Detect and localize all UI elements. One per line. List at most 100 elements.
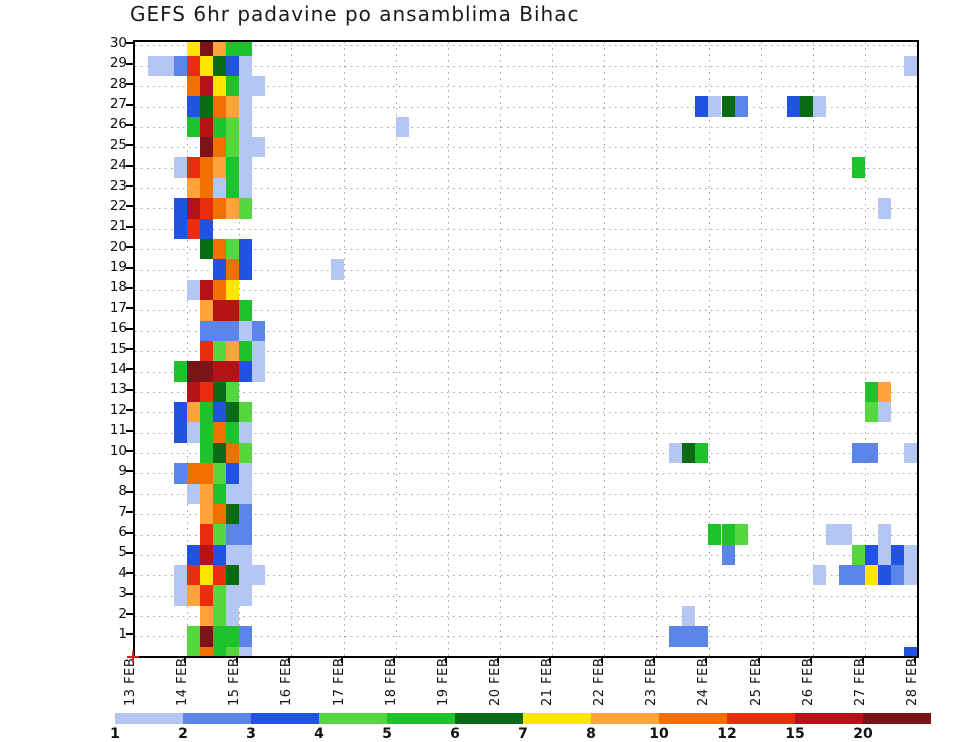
heatmap-cell [187, 198, 201, 219]
y-axis-label: 25 [109, 136, 127, 153]
heatmap-cell [903, 565, 917, 586]
grid-line-h [135, 167, 917, 169]
heatmap-cell [864, 565, 878, 586]
heatmap-cell [200, 361, 214, 382]
heatmap-cell [838, 524, 852, 545]
heatmap-cell [669, 442, 683, 464]
heatmap-cell [200, 55, 214, 76]
y-axis-tick [126, 103, 133, 106]
heatmap-cell [226, 381, 240, 403]
heatmap-cell [669, 626, 683, 647]
heatmap-cell [239, 42, 253, 56]
heatmap-cell [226, 605, 240, 627]
grid-line-h [135, 106, 917, 108]
heatmap-cell [864, 402, 878, 423]
x-axis-label: 26 FEB [800, 657, 816, 706]
y-axis-label: 27 [109, 96, 127, 113]
y-axis-label: 21 [109, 218, 127, 235]
heatmap-cell [226, 55, 240, 76]
heatmap-cell [721, 544, 735, 566]
grid-line-v [395, 42, 397, 656]
heatmap-cell [213, 96, 227, 117]
heatmap-cell [174, 585, 188, 606]
heatmap-cell [200, 442, 214, 464]
heatmap-cell [226, 503, 240, 525]
grid-line-v [656, 42, 658, 656]
heatmap-cell [239, 503, 253, 525]
heatmap-cell [174, 565, 188, 586]
heatmap-cell [734, 524, 748, 545]
heatmap-cell [200, 483, 214, 504]
heatmap-cell [200, 279, 214, 301]
heatmap-cell [851, 157, 865, 178]
heatmap-cell [200, 626, 214, 647]
heatmap-cell [395, 116, 409, 138]
y-axis-tick [126, 286, 133, 289]
heatmap-cell [213, 463, 227, 484]
y-axis-tick [126, 613, 133, 616]
heatmap-cell [200, 300, 214, 321]
heatmap-cell [239, 55, 253, 76]
heatmap-cell [187, 361, 201, 382]
heatmap-cell [695, 96, 709, 117]
y-axis-label: 1 [118, 625, 127, 642]
heatmap-cell [187, 463, 201, 484]
heatmap-cell [226, 300, 240, 321]
heatmap-cell [682, 442, 696, 464]
grid-line-h [135, 86, 917, 88]
heatmap-cell [213, 300, 227, 321]
grid-line-v [604, 42, 606, 656]
y-axis-tick [126, 266, 133, 269]
heatmap-cell [213, 259, 227, 280]
plot-area [133, 40, 919, 658]
y-axis-label: 14 [109, 360, 127, 377]
colorbar-segment [455, 713, 523, 724]
x-axis-label: 16 FEB [279, 657, 295, 706]
colorbar [115, 713, 931, 724]
heatmap-cell [838, 565, 852, 586]
heatmap-cell [213, 626, 227, 647]
heatmap-cell [226, 483, 240, 504]
heatmap-cell [213, 198, 227, 219]
colorbar-segment [659, 713, 727, 724]
grid-line-v [291, 42, 293, 656]
y-axis-tick [126, 450, 133, 452]
y-axis-label: 13 [109, 381, 127, 398]
heatmap-cell [174, 463, 188, 484]
grid-line-h [135, 65, 917, 67]
heatmap-cell [187, 626, 201, 647]
heatmap-cell [213, 524, 227, 545]
grid-line-h [135, 534, 917, 536]
y-axis-tick [126, 185, 133, 188]
heatmap-cell [226, 96, 240, 117]
x-axis-label: 23 FEB [644, 657, 660, 706]
x-axis-label: 19 FEB [435, 657, 451, 706]
heatmap-cell [187, 42, 201, 56]
heatmap-cell [226, 361, 240, 382]
heatmap-cell [812, 565, 826, 586]
heatmap-cell [200, 239, 214, 260]
y-axis-label: 15 [109, 340, 127, 357]
heatmap-cell [213, 442, 227, 464]
y-axis-tick [126, 490, 133, 493]
heatmap-cell [851, 544, 865, 566]
heatmap-cell [200, 177, 214, 199]
heatmap-cell [200, 96, 214, 117]
heatmap-cell [148, 55, 162, 76]
heatmap-cell [851, 565, 865, 586]
heatmap-cell [174, 55, 188, 76]
grid-line-h [135, 249, 917, 251]
heatmap-cell [226, 75, 240, 97]
heatmap-cell [174, 218, 188, 239]
y-axis-label: 6 [118, 524, 127, 541]
y-axis-tick [126, 225, 133, 228]
heatmap-cell [239, 137, 253, 158]
grid-line-h [135, 493, 917, 495]
grid-line-v [708, 42, 710, 656]
heatmap-cell [226, 524, 240, 545]
heatmap-cell [239, 544, 253, 566]
y-axis-label: 23 [109, 177, 127, 194]
heatmap-cell [812, 96, 826, 117]
x-axis-label: 22 FEB [592, 657, 608, 706]
heatmap-cell [200, 565, 214, 586]
